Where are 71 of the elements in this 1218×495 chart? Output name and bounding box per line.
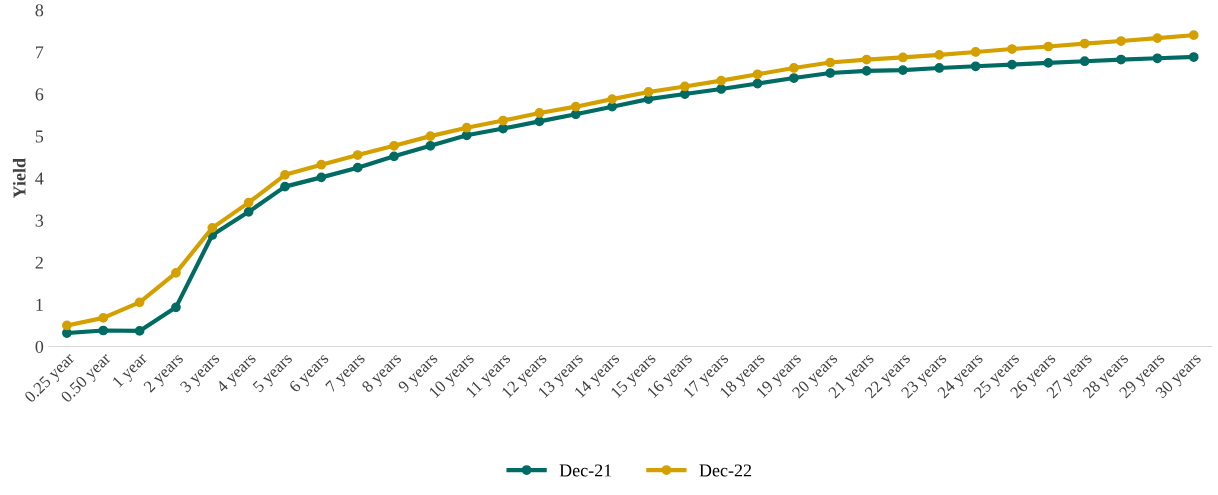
point (679, 81, 690, 92)
point (62, 328, 72, 338)
point (425, 140, 436, 151)
point (934, 63, 945, 73)
point (1188, 52, 1199, 62)
point (861, 54, 872, 65)
legend-label: Dec-21 (559, 464, 612, 477)
y-tick-label: 1 (36, 298, 43, 311)
y-tick-label: 4 (35, 172, 44, 185)
point (316, 172, 327, 183)
point (1007, 59, 1017, 70)
point (389, 140, 399, 151)
point (280, 169, 290, 180)
point (389, 151, 399, 162)
point (898, 65, 908, 75)
point (243, 206, 254, 217)
point (316, 159, 327, 170)
y-tick-label: 2 (35, 256, 43, 269)
point (607, 94, 618, 104)
point (1043, 41, 1054, 52)
point (1116, 54, 1126, 65)
point (243, 197, 254, 208)
point (534, 116, 545, 127)
point (98, 325, 109, 336)
point (789, 63, 799, 73)
point (716, 84, 727, 94)
point (134, 297, 145, 308)
point (1007, 44, 1017, 54)
point (171, 302, 181, 313)
point (134, 326, 145, 336)
point (1152, 53, 1163, 64)
point (352, 162, 363, 173)
y-tick-label: 3 (35, 214, 44, 227)
point (1152, 33, 1163, 43)
point (825, 68, 836, 78)
point (1043, 58, 1054, 68)
point (207, 222, 218, 233)
point (425, 131, 436, 141)
point (970, 47, 981, 57)
point (679, 89, 690, 99)
point (570, 101, 581, 112)
point (934, 50, 945, 60)
point (280, 181, 290, 192)
y-tick-label: 6 (35, 88, 44, 101)
point (970, 61, 981, 72)
y-tick-label: 8 (35, 4, 44, 17)
point (716, 75, 727, 86)
point (1116, 36, 1126, 46)
point (643, 87, 654, 97)
y-axis-title: Yield (12, 158, 26, 199)
point (789, 73, 799, 83)
point (98, 313, 109, 323)
point (534, 108, 545, 118)
point (1079, 56, 1090, 67)
point (498, 123, 508, 134)
point (861, 66, 872, 76)
y-tick-label: 5 (35, 130, 44, 143)
point (825, 57, 836, 68)
legend-label: Dec-22 (699, 464, 752, 477)
y-tick-label: 7 (36, 46, 44, 59)
y-tick-label: 0 (35, 340, 44, 353)
point (171, 268, 181, 278)
point (898, 52, 908, 63)
point (752, 69, 763, 80)
point (352, 150, 363, 160)
point (752, 78, 763, 89)
point (461, 122, 472, 133)
point (498, 115, 508, 126)
point (1079, 38, 1090, 49)
point (1188, 30, 1199, 41)
point (62, 320, 72, 331)
